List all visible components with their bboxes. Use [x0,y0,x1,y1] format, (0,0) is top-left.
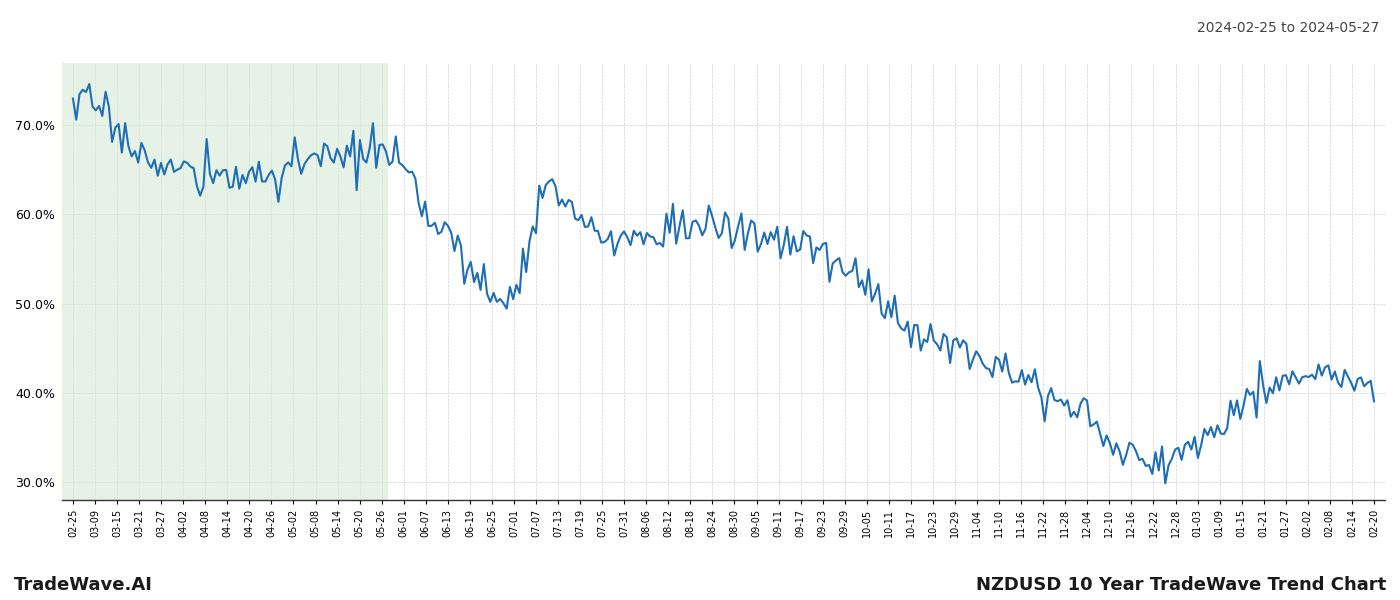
Bar [62,63,388,500]
Text: NZDUSD 10 Year TradeWave Trend Chart: NZDUSD 10 Year TradeWave Trend Chart [976,576,1386,594]
Text: TradeWave.AI: TradeWave.AI [14,576,153,594]
Text: 2024-02-25 to 2024-05-27: 2024-02-25 to 2024-05-27 [1197,21,1379,35]
